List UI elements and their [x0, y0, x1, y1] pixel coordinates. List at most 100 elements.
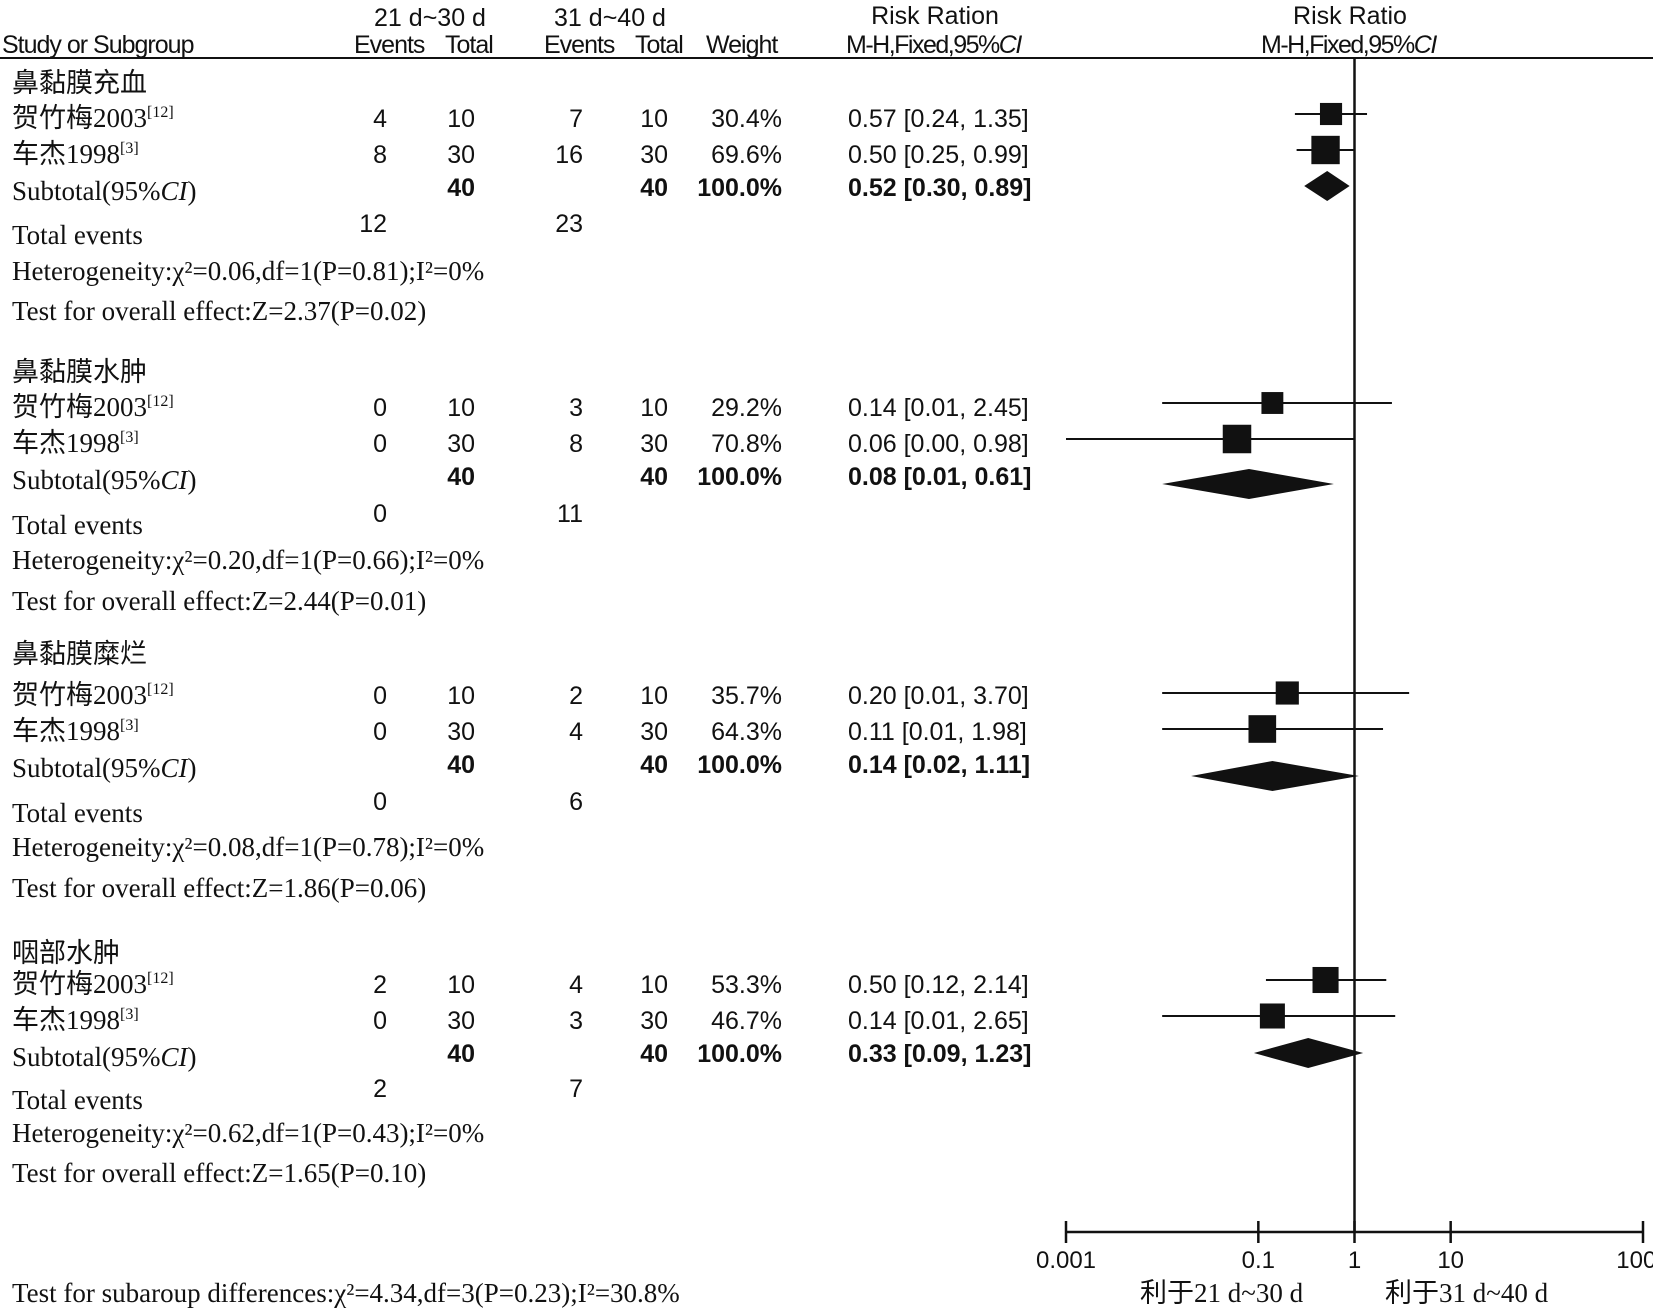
total2-cell: 30 [640, 141, 668, 169]
subtotal-total1: 40 [447, 174, 475, 202]
risk-ratio-cell: 0.14 [0.01, 2.45] [848, 394, 1029, 422]
weight-cell: 35.7% [711, 682, 782, 710]
subtotal-ci-text: CI [160, 176, 188, 206]
subtotal-risk-ratio: 0.08 [0.01, 0.61] [848, 463, 1032, 491]
total-events1: 2 [373, 1075, 387, 1103]
subtotal-diamond [1253, 1038, 1364, 1068]
events2-cell: 3 [569, 394, 583, 422]
total-events2: 6 [569, 788, 583, 816]
total-events1: 0 [373, 788, 387, 816]
plot-title: Risk Ratio [1293, 2, 1407, 30]
x-tick-label: 0.001 [1036, 1247, 1096, 1274]
risk-ratio-cell: 0.11 [0.01, 1.98] [848, 718, 1027, 746]
study-reference: [12] [147, 104, 174, 121]
x-tick-label: 1000 [1616, 1247, 1653, 1274]
overall-effect-text: Test for overall effect:Z=2.44(P=0.01) [12, 586, 427, 616]
weight-cell: 70.8% [711, 430, 782, 458]
study-name-text: 车杰1998 [12, 139, 120, 169]
study-name: 车杰1998[3] [12, 1007, 139, 1034]
study-point [1311, 135, 1340, 165]
events2-cell: 3 [569, 1007, 583, 1035]
weight-cell: 69.6% [711, 141, 782, 169]
total2-cell: 30 [640, 1007, 668, 1035]
total-events1: 12 [359, 210, 387, 238]
study-name: 车杰1998[3] [12, 430, 139, 457]
events1-cell: 0 [373, 682, 387, 710]
weight-header: Weight [706, 31, 778, 59]
total2-cell: 10 [640, 105, 668, 133]
subtotal-label-text: Subtotal(95% [12, 176, 161, 206]
weight-cell: 46.7% [711, 1007, 782, 1035]
events2-cell: 7 [569, 105, 583, 133]
subtotal-ci-text: CI [160, 465, 188, 495]
heterogeneity-text: Heterogeneity:χ²=0.20,df=1(P=0.66);I²=0% [12, 545, 485, 575]
study-reference: [3] [120, 140, 139, 157]
subtotal-close-text: ) [187, 753, 197, 783]
study-reference: [12] [147, 681, 174, 698]
subtotal-ci-text: CI [160, 1042, 188, 1072]
x-tick-label: 10 [1437, 1247, 1464, 1274]
heterogeneity-text: Heterogeneity:χ²=0.62,df=1(P=0.43);I²=0% [12, 1118, 485, 1148]
subtotal-total1: 40 [447, 463, 475, 491]
risk-ratio-cell: 0.14 [0.01, 2.65] [848, 1007, 1029, 1035]
study-name: 贺竹梅2003[12] [12, 682, 174, 709]
total2-cell: 10 [640, 394, 668, 422]
group1-header: 21 d~30 d [374, 4, 486, 32]
study-name-text: 贺竹梅2003 [12, 969, 147, 999]
x-tick-label: 0.1 [1242, 1247, 1275, 1274]
total-events1: 0 [373, 500, 387, 528]
total1-cell: 10 [447, 394, 475, 422]
plot-method-header: M-H,Fixed,95%CI [1261, 31, 1437, 59]
study-point [1319, 102, 1343, 126]
subgroup-differences: Test for subaroup differences:χ²=4.34,df… [12, 1278, 680, 1308]
subtotal-diamond [1162, 469, 1334, 499]
total1-cell: 30 [447, 141, 475, 169]
total1-cell: 10 [447, 682, 475, 710]
subtotal-label-text: Subtotal(95% [12, 753, 161, 783]
total-events-label: Total events [12, 510, 143, 540]
study-name-text: 车杰1998 [12, 428, 120, 458]
events1-cell: 2 [373, 971, 387, 999]
total2-cell: 10 [640, 971, 668, 999]
risk-ratio-cell: 0.50 [0.12, 2.14] [848, 971, 1029, 999]
study-name: 车杰1998[3] [12, 718, 139, 745]
events1-cell: 0 [373, 718, 387, 746]
subtotal-total1: 40 [447, 751, 475, 779]
subtotal-close-text: ) [187, 465, 197, 495]
heterogeneity-text: Heterogeneity:χ²=0.06,df=1(P=0.81);I²=0% [12, 256, 485, 286]
events1-cell: 8 [373, 141, 387, 169]
study-name: 贺竹梅2003[12] [12, 105, 174, 132]
subgroup-title: 咽部水肿 [12, 938, 120, 968]
total2-cell: 30 [640, 430, 668, 458]
group2-header: 31 d~40 d [554, 4, 666, 32]
risk-ratio-cell: 0.20 [0.01, 3.70] [848, 682, 1029, 710]
study-point [1222, 424, 1252, 454]
subtotal-ci-text: CI [160, 753, 188, 783]
study-point [1248, 715, 1277, 743]
study-col-header: Study or Subgroup [2, 31, 194, 59]
subtotal-total2: 40 [640, 751, 668, 779]
study-name-text: 车杰1998 [12, 1005, 120, 1035]
total-events2: 11 [557, 500, 583, 528]
total1-cell: 30 [447, 430, 475, 458]
study-reference: [12] [147, 393, 174, 410]
events1-cell: 0 [373, 430, 387, 458]
risk-ratio-cell: 0.57 [0.24, 1.35] [848, 105, 1029, 133]
total-events-label: Total events [12, 798, 143, 828]
overall-effect-text: Test for overall effect:Z=2.37(P=0.02) [12, 296, 427, 326]
risk-ratio-cell: 0.06 [0.00, 0.98] [848, 430, 1029, 458]
risk-ratio-cell: 0.50 [0.25, 0.99] [848, 141, 1029, 169]
subtotal-label: Subtotal(95%CI) [12, 755, 197, 782]
study-reference: [3] [120, 1006, 139, 1023]
study-point [1312, 966, 1339, 994]
favours-left-label: 利于21 d~30 d [1140, 1278, 1304, 1308]
subtotal-label-text: Subtotal(95% [12, 1042, 161, 1072]
events1-cell: 4 [373, 105, 387, 133]
subtotal-total2: 40 [640, 1040, 668, 1068]
subtotal-weight: 100.0% [697, 174, 782, 202]
study-name: 贺竹梅2003[12] [12, 971, 174, 998]
study-name-text: 贺竹梅2003 [12, 680, 147, 710]
total1-cell: 10 [447, 971, 475, 999]
